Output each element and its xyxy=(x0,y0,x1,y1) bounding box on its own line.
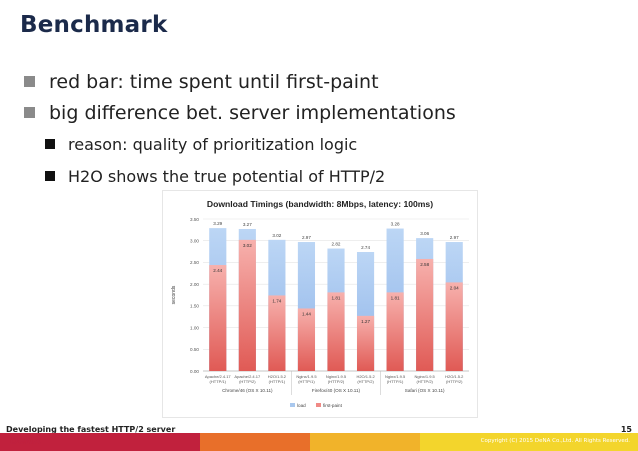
sub-bullet-square-icon xyxy=(45,171,55,181)
data-label-first-paint: 1.74 xyxy=(272,298,281,303)
footer-bar-segment xyxy=(420,433,638,451)
sub-bullet-square-icon xyxy=(45,139,55,149)
x-group-label: Safari (OS X 10.11) xyxy=(405,388,445,393)
bullet-item: red bar: time spent until first-paint xyxy=(24,66,624,97)
data-label-first-paint: 2.58 xyxy=(420,262,429,267)
y-tick-label: 2.50 xyxy=(190,260,199,265)
bar-first-paint xyxy=(268,295,286,371)
bullet-text: big difference bet. server implementatio… xyxy=(49,101,456,124)
y-tick-label: 2.00 xyxy=(190,282,199,287)
bar-first-paint xyxy=(327,292,345,371)
bullet-item: big difference bet. server implementatio… xyxy=(24,97,624,128)
data-label-load: 3.28 xyxy=(391,222,400,227)
y-tick-label: 1.00 xyxy=(190,325,199,330)
bar-first-paint xyxy=(297,308,316,371)
x-tick-label: (HTTP/2) xyxy=(328,379,345,384)
slide-title: Benchmark xyxy=(20,12,168,38)
data-label-load: 2.97 xyxy=(302,235,311,240)
y-tick-label: 0.50 xyxy=(190,347,199,352)
data-label-first-paint: 2.44 xyxy=(213,268,222,273)
x-tick-label: Nginx/1.9.5 xyxy=(326,374,347,379)
data-label-load: 3.06 xyxy=(420,231,429,236)
y-tick-label: 3.00 xyxy=(190,239,199,244)
footer-title: Developing the fastest HTTP/2 server xyxy=(6,425,176,434)
sub-bullet-item: reason: quality of prioritization logic xyxy=(24,128,624,160)
x-tick-label: (HTTP/1) xyxy=(298,379,315,384)
data-label-first-paint: 1.81 xyxy=(332,295,341,300)
y-tick-label: 3.50 xyxy=(190,217,199,222)
bar-first-paint xyxy=(386,292,404,371)
x-tick-label: (HTTP/2) xyxy=(357,379,374,384)
x-tick-label: Nginx/1.9.5 xyxy=(296,374,317,379)
sub-bullet-item: H2O shows the true potential of HTTP/2 xyxy=(24,160,624,192)
x-tick-label: Apache/2.4.17 xyxy=(234,374,261,379)
x-tick-label: (HTTP/2) xyxy=(416,379,433,384)
data-label-first-paint: 2.04 xyxy=(450,285,459,290)
benchmark-chart: Download Timings (bandwidth: 8Mbps, late… xyxy=(162,190,478,418)
x-group-label: Firefox/40 (OS X 10.11) xyxy=(312,388,361,393)
bullet-list: red bar: time spent until first-paint bi… xyxy=(24,66,624,192)
data-label-load: 2.74 xyxy=(361,245,370,250)
data-label-load: 3.29 xyxy=(213,221,222,226)
x-tick-label: H2O/1.5.2 xyxy=(356,374,375,379)
x-tick-label: H2O/1.5.2 xyxy=(268,374,287,379)
chart-svg: Download Timings (bandwidth: 8Mbps, late… xyxy=(171,199,469,408)
data-label-load: 3.02 xyxy=(272,233,281,238)
data-label-load: 2.97 xyxy=(450,235,459,240)
legend-swatch-first-paint xyxy=(316,403,321,407)
bullet-square-icon xyxy=(24,76,35,87)
y-tick-label: 1.50 xyxy=(190,304,199,309)
footer-bar-segment xyxy=(310,433,420,451)
bar-first-paint xyxy=(209,265,227,371)
chart-title: Download Timings (bandwidth: 8Mbps, late… xyxy=(207,199,433,209)
bar-first-paint xyxy=(416,258,434,371)
data-label-first-paint: 1.44 xyxy=(302,311,311,316)
y-tick-label: 0.00 xyxy=(190,369,199,374)
x-tick-label: Apache/2.4.17 xyxy=(205,374,232,379)
company-logo: DeNA xyxy=(10,436,42,447)
x-tick-label: (HTTP/2) xyxy=(239,379,256,384)
data-label-load: 3.27 xyxy=(243,222,252,227)
copyright-text: Copyright (C) 2015 DeNA Co.,Ltd. All Rig… xyxy=(480,438,630,444)
page-number: 15 xyxy=(620,425,632,434)
x-group-label: Chrome/46 (OS X 10.11) xyxy=(222,388,273,393)
footer-bar-segment xyxy=(200,433,310,451)
bullet-square-icon xyxy=(24,107,35,118)
footer-bar-segment xyxy=(0,433,200,451)
x-tick-label: Nginx/1.9.5 xyxy=(415,374,436,379)
footer-bar xyxy=(0,433,638,451)
sub-bullet-text: H2O shows the true potential of HTTP/2 xyxy=(68,166,386,186)
sub-bullet-text: reason: quality of prioritization logic xyxy=(68,134,358,154)
y-axis-label: seconds xyxy=(171,285,177,304)
data-label-first-paint: 1.27 xyxy=(361,319,370,324)
x-tick-label: (HTTP/1) xyxy=(210,379,227,384)
bullet-text: red bar: time spent until first-paint xyxy=(49,70,379,93)
bar-first-paint xyxy=(445,282,463,371)
legend-label-load: load xyxy=(297,403,306,408)
bar-first-paint xyxy=(356,315,375,371)
x-tick-label: (HTTP/1) xyxy=(387,379,404,384)
data-label-first-paint: 1.81 xyxy=(391,295,400,300)
legend-label-first-paint: first-paint xyxy=(323,403,343,408)
legend-swatch-load xyxy=(290,403,295,407)
data-label-first-paint: 3.02 xyxy=(243,243,252,248)
x-tick-label: H2O/1.5.2 xyxy=(445,374,464,379)
x-tick-label: (HTTP/2) xyxy=(446,379,463,384)
x-tick-label: Nginx/1.9.5 xyxy=(385,374,406,379)
x-tick-label: (HTTP/1) xyxy=(269,379,286,384)
bar-first-paint xyxy=(238,239,256,371)
data-label-load: 2.82 xyxy=(332,242,341,247)
